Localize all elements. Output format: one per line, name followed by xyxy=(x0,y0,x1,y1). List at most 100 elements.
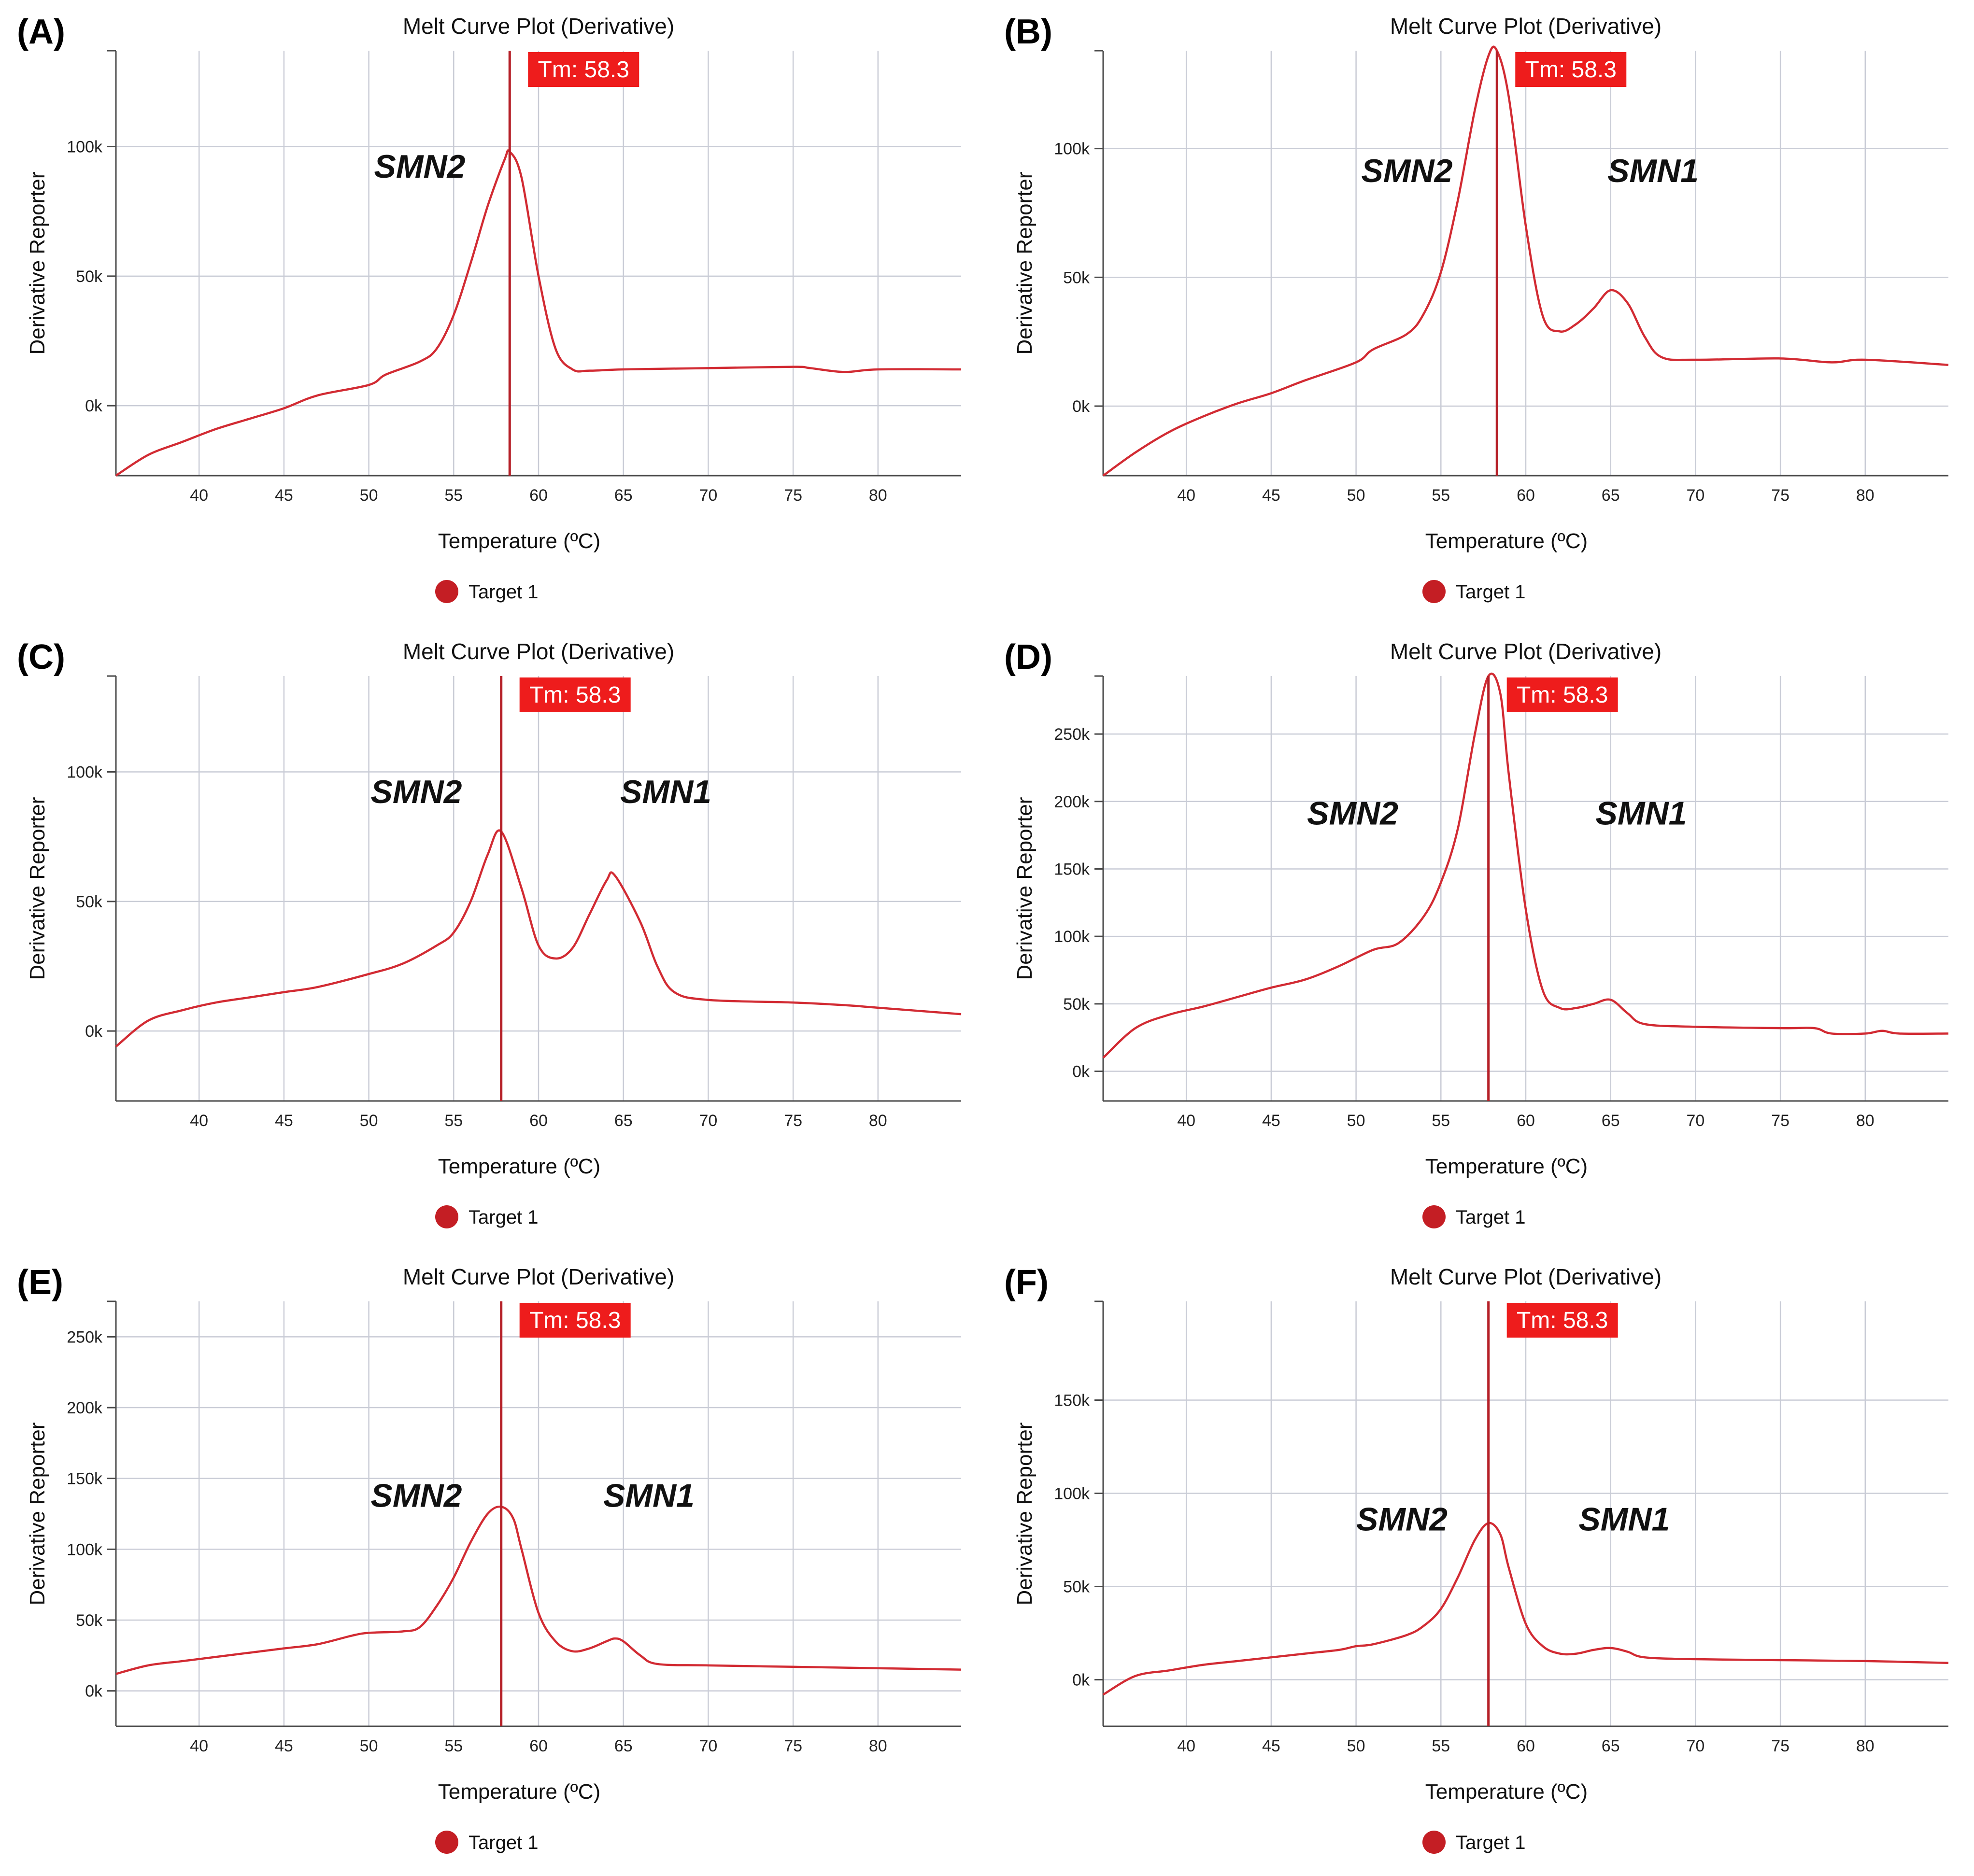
chart-title: Melt Curve Plot (Derivative) xyxy=(403,639,674,664)
x-tick-label: 80 xyxy=(869,1112,887,1130)
tm-label: Tm: 58.3 xyxy=(1517,682,1608,708)
x-tick-label: 40 xyxy=(1177,1737,1195,1755)
x-tick-label: 45 xyxy=(1262,486,1280,505)
gene-annotation-smn1: SMN1 xyxy=(1595,795,1687,832)
x-tick-label: 60 xyxy=(1517,1737,1535,1755)
panel-label: (B) xyxy=(1004,13,1052,51)
panel-label: (D) xyxy=(1004,638,1052,677)
y-axis-title: Derivative Reporter xyxy=(26,1422,49,1605)
x-tick-label: 65 xyxy=(614,1112,633,1130)
x-tick-label: 70 xyxy=(1686,1112,1704,1130)
chart-title: Melt Curve Plot (Derivative) xyxy=(1390,1264,1662,1289)
panel-label: (E) xyxy=(17,1263,63,1302)
x-tick-label: 60 xyxy=(1517,1112,1535,1130)
chart-svg-d: (D) Melt Curve Plot (Derivative) 40 45 50 55 6… xyxy=(1004,638,1949,1228)
x-tick-label: 50 xyxy=(1347,1112,1365,1130)
gene-annotation-smn1: SMN1 xyxy=(1607,153,1699,189)
y-tick-label: 0k xyxy=(1072,397,1090,416)
chart-title: Melt Curve Plot (Derivative) xyxy=(1390,14,1662,39)
gene-annotation-smn2: SMN2 xyxy=(371,1477,462,1514)
x-tick-label: 65 xyxy=(1602,1737,1620,1755)
y-tick-label: 150k xyxy=(1054,860,1090,878)
x-tick-label: 55 xyxy=(444,1737,463,1755)
y-axis-title: Derivative Reporter xyxy=(26,797,49,980)
legend-label: Target 1 xyxy=(469,581,539,603)
y-tick-label: 150k xyxy=(67,1470,103,1488)
y-tick-label: 50k xyxy=(1063,268,1090,287)
chart-panel-e: (E) Melt Curve Plot (Derivative) 40 45 50 55 6… xyxy=(0,1251,987,1876)
legend-label: Target 1 xyxy=(1456,1207,1526,1228)
y-tick-label: 50k xyxy=(76,1611,103,1630)
x-tick-label: 80 xyxy=(1856,1737,1875,1755)
y-tick-label: 0k xyxy=(85,1022,103,1041)
x-tick-label: 65 xyxy=(614,1737,633,1755)
tm-label: Tm: 58.3 xyxy=(529,682,621,708)
legend-label: Target 1 xyxy=(1456,581,1526,603)
y-tick-label: 50k xyxy=(76,893,103,911)
y-tick-label: 0k xyxy=(85,1682,103,1701)
melt-curve-line xyxy=(115,829,962,1048)
gene-annotation-smn2: SMN2 xyxy=(1356,1501,1448,1538)
x-tick-label: 65 xyxy=(1602,486,1620,505)
chart-panel-b: (B) Melt Curve Plot (Derivative) 40 45 50 55 6… xyxy=(987,0,1974,625)
x-tick-label: 40 xyxy=(190,1737,208,1755)
tm-label: Tm: 58.3 xyxy=(1517,1308,1608,1333)
x-tick-label: 75 xyxy=(1771,1112,1789,1130)
tm-label-box xyxy=(519,1303,631,1338)
x-tick-label: 70 xyxy=(699,1737,717,1755)
x-tick-label: 45 xyxy=(1262,1737,1280,1755)
chart-svg-a: (A) Melt Curve Plot (Derivative) 40 45 50 55 6… xyxy=(17,13,962,603)
legend-marker xyxy=(435,1831,458,1854)
x-tick-label: 55 xyxy=(1432,1737,1450,1755)
y-axis-title: Derivative Reporter xyxy=(1013,1422,1037,1605)
x-tick-label: 50 xyxy=(360,1112,378,1130)
x-tick-label: 60 xyxy=(1517,486,1535,505)
chart-panel-f: (F) Melt Curve Plot (Derivative) 40 45 50 55 6… xyxy=(987,1251,1974,1876)
y-axis-title: Derivative Reporter xyxy=(1013,797,1037,980)
chart-svg-e: (E) Melt Curve Plot (Derivative) 40 45 50 55 6… xyxy=(17,1263,962,1854)
tm-label: Tm: 58.3 xyxy=(1525,57,1617,83)
melt-curve-line xyxy=(1102,672,1949,1059)
x-tick-label: 55 xyxy=(1432,1112,1450,1130)
x-tick-label: 75 xyxy=(784,1737,802,1755)
x-tick-label: 40 xyxy=(1177,1112,1195,1130)
tm-label-box xyxy=(1506,1303,1618,1338)
tm-label-box xyxy=(519,677,631,712)
x-axis-title: Temperature (ºC) xyxy=(1425,1155,1588,1178)
x-axis-title: Temperature (ºC) xyxy=(438,1780,600,1804)
x-tick-label: 80 xyxy=(1856,486,1875,505)
x-tick-label: 50 xyxy=(1347,1737,1365,1755)
tm-label: Tm: 58.3 xyxy=(538,57,629,83)
y-tick-label: 0k xyxy=(85,397,103,415)
x-tick-label: 40 xyxy=(190,1112,208,1130)
legend-label: Target 1 xyxy=(1456,1832,1526,1853)
y-axis-title: Derivative Reporter xyxy=(1013,171,1037,354)
melt-curve-line xyxy=(1102,1522,1949,1696)
y-tick-label: 100k xyxy=(67,138,103,156)
chart-panel-d: (D) Melt Curve Plot (Derivative) 40 45 50 55 6… xyxy=(987,625,1974,1251)
x-tick-label: 80 xyxy=(1856,1112,1875,1130)
x-tick-label: 75 xyxy=(784,486,802,505)
y-tick-label: 100k xyxy=(1054,140,1090,158)
chart-panel-a: (A) Melt Curve Plot (Derivative) 40 45 50 55 6… xyxy=(0,0,987,625)
x-tick-label: 50 xyxy=(1347,486,1365,505)
gene-annotation-smn1: SMN1 xyxy=(1578,1501,1670,1538)
x-axis-title: Temperature (ºC) xyxy=(438,1155,600,1178)
gene-annotation-smn1: SMN1 xyxy=(603,1477,695,1514)
melt-curve-line xyxy=(115,1505,962,1675)
y-tick-label: 0k xyxy=(1072,1671,1090,1690)
x-tick-label: 70 xyxy=(699,1112,717,1130)
x-tick-label: 65 xyxy=(614,486,633,505)
tm-label-box xyxy=(1506,677,1618,712)
x-tick-label: 50 xyxy=(360,1737,378,1755)
y-tick-label: 50k xyxy=(1063,1578,1090,1596)
y-tick-label: 100k xyxy=(67,1540,103,1559)
x-tick-label: 40 xyxy=(1177,486,1195,505)
x-tick-label: 45 xyxy=(275,1737,293,1755)
x-axis-title: Temperature (ºC) xyxy=(1425,1780,1588,1804)
x-tick-label: 60 xyxy=(529,1112,548,1130)
x-tick-label: 75 xyxy=(1771,486,1789,505)
y-tick-label: 0k xyxy=(1072,1063,1090,1081)
chart-title: Melt Curve Plot (Derivative) xyxy=(403,1264,674,1289)
